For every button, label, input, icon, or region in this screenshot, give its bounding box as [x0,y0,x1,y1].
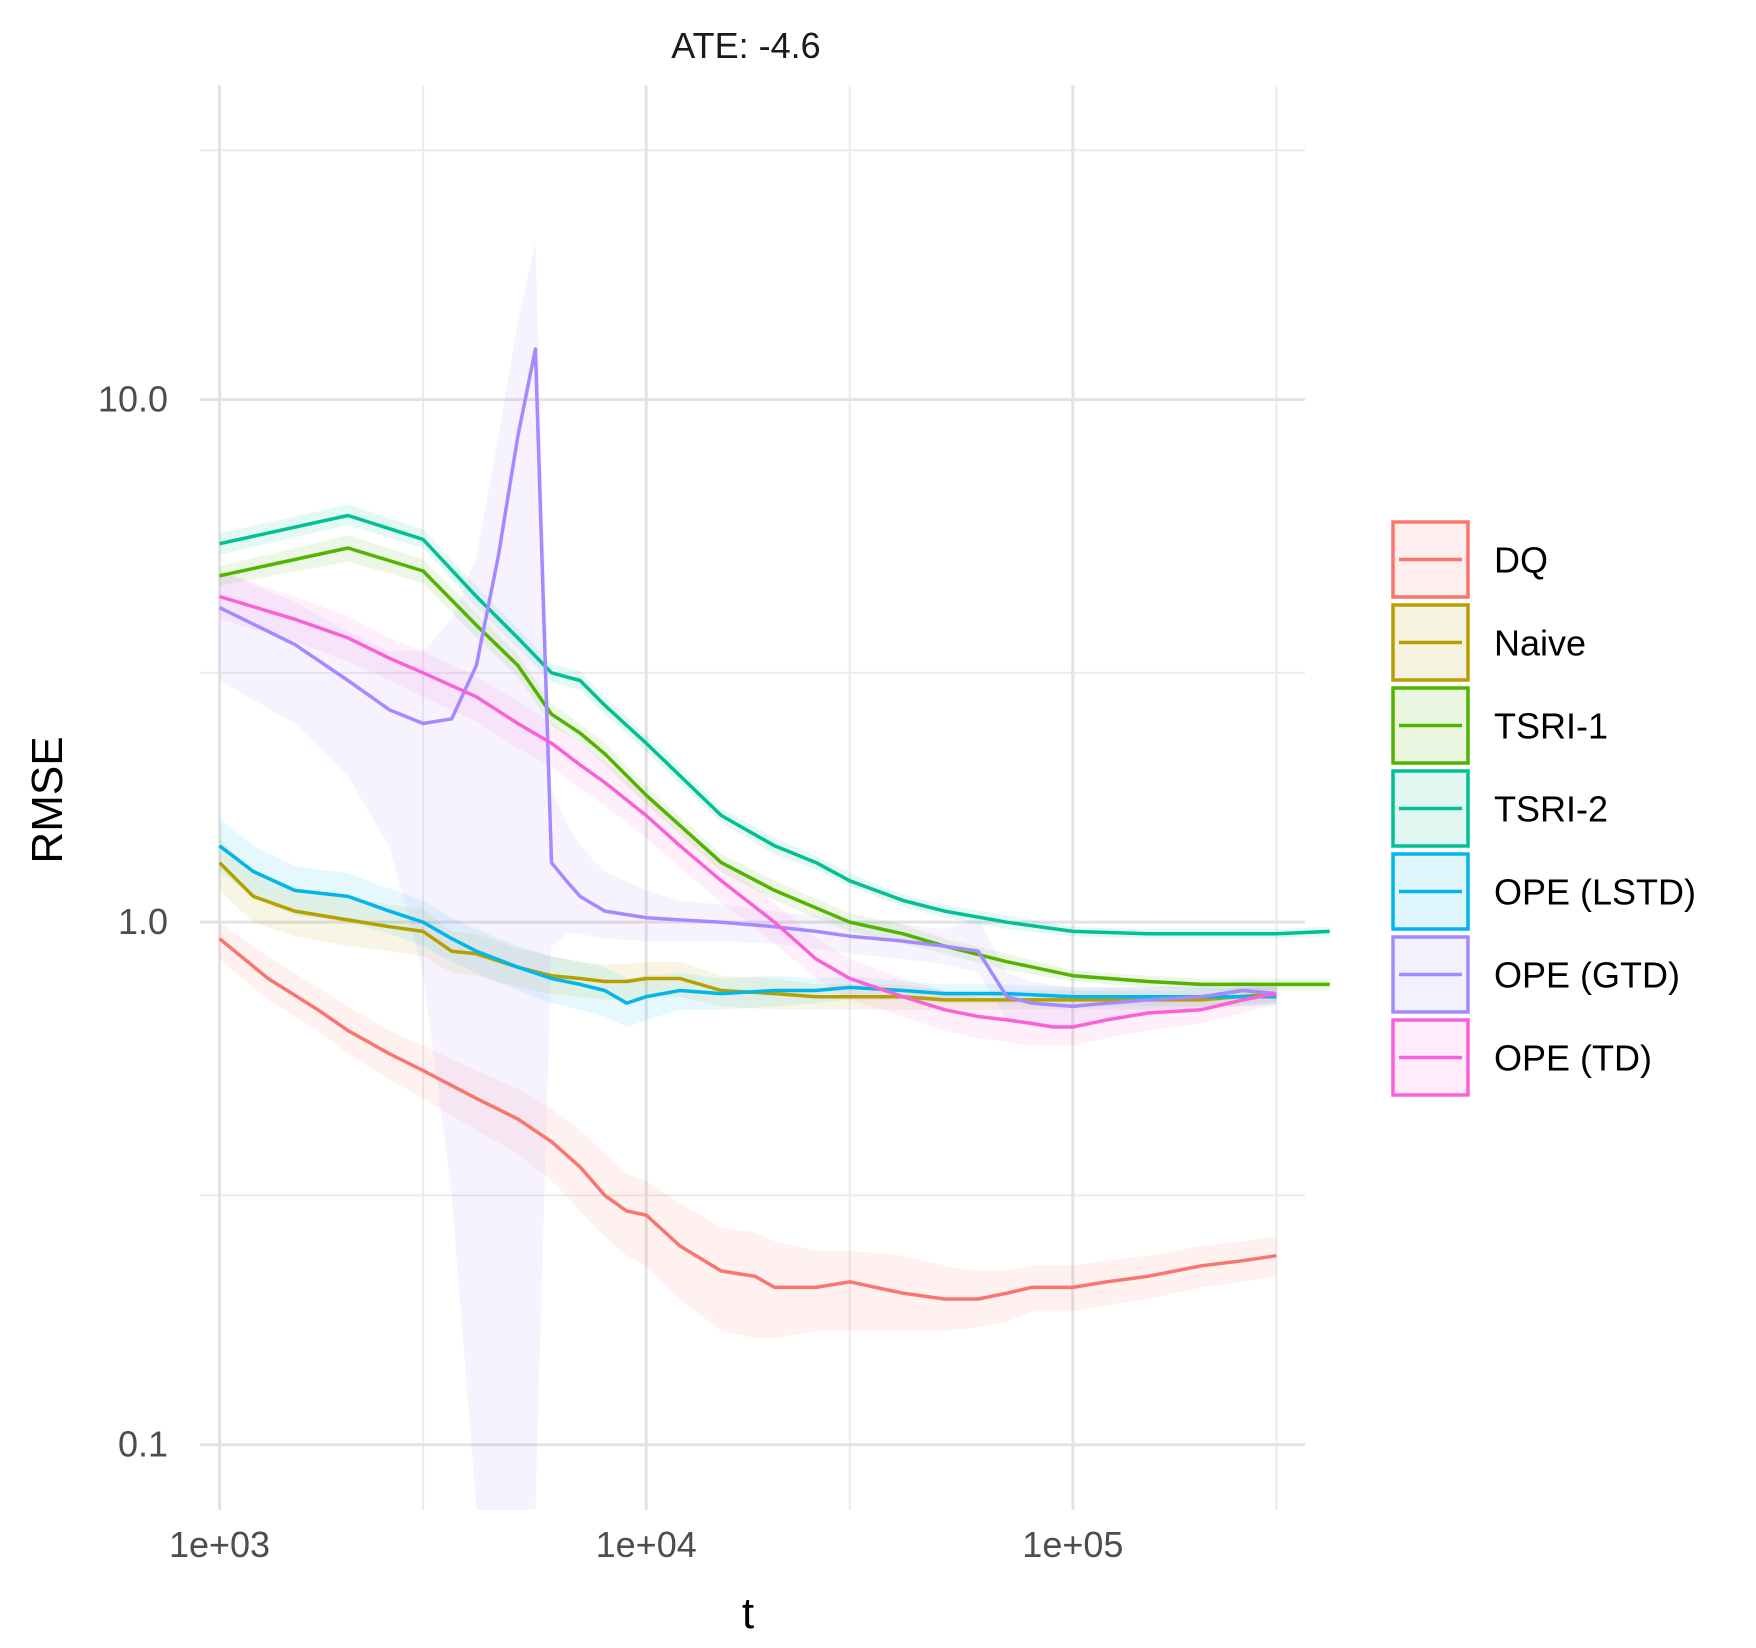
band-ope-gtd [219,242,1277,1510]
legend-label: TSRI-2 [1494,789,1608,830]
legend-item-dq: DQ [1391,520,1548,599]
line-naive [218,861,1277,1002]
legend-item-ope-gtd: OPE (GTD) [1391,935,1680,1014]
line-tsri-2 [219,513,1330,936]
band-tsri-2 [219,504,1330,939]
band-tsri-1 [219,535,1330,991]
line-dq [218,937,1277,1301]
series-lines [218,347,1330,1301]
y-axis-title: RMSE [23,736,72,863]
x-tick-label: 1e+03 [169,1524,270,1565]
band-ope-lstd [219,818,1277,1027]
x-tick-label: 1e+04 [596,1524,697,1565]
y-tick-label: 10.0 [98,379,168,420]
line-ope-gtd [218,347,1277,1009]
confidence-bands [219,242,1330,1510]
legend-label: TSRI-1 [1494,706,1608,747]
band-ope-td [219,571,1277,1046]
legend-item-naive: Naive [1391,603,1586,682]
y-tick-label: 1.0 [118,901,168,942]
legend-item-ope-td: OPE (TD) [1391,1018,1652,1097]
line-ope-lstd [218,844,1277,1005]
legend-item-tsri-1: TSRI-1 [1391,686,1608,765]
legend-label: Naive [1494,623,1586,664]
legend-label: OPE (GTD) [1494,955,1680,996]
legend-item-tsri-2: TSRI-2 [1391,769,1608,848]
band-dq [219,922,1277,1338]
chart-title: ATE: -4.6 [671,25,820,66]
x-tick-label: 1e+05 [1022,1524,1123,1565]
legend-label: DQ [1494,540,1548,581]
band-naive [219,837,1277,1010]
legend: DQ Naive TSRI-1 TSRI-2 OPE (LSTD) OPE (GTD) OP… [1391,520,1696,1097]
legend-item-ope-lstd: OPE (LSTD) [1391,852,1696,931]
y-tick-label: 0.1 [118,1424,168,1465]
x-axis-title: t [742,1589,754,1638]
y-axis-ticks: 0.1 1.0 10.0 [98,379,168,1465]
legend-label: OPE (TD) [1494,1038,1652,1079]
legend-label: OPE (LSTD) [1494,872,1696,913]
grid-lines [200,85,1305,1510]
line-ope-td [218,594,1277,1029]
x-axis-ticks: 1e+03 1e+04 1e+05 [169,1524,1123,1565]
